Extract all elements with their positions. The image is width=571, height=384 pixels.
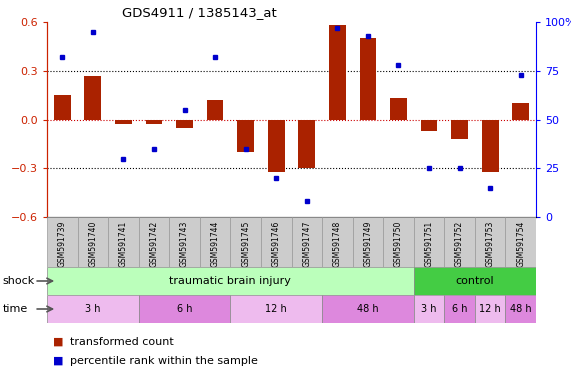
- Text: time: time: [3, 304, 28, 314]
- Bar: [139, 217, 169, 267]
- Text: 6 h: 6 h: [452, 304, 467, 314]
- Text: GSM591744: GSM591744: [211, 221, 220, 267]
- Bar: [230, 295, 322, 323]
- Bar: [444, 295, 475, 323]
- Text: traumatic brain injury: traumatic brain injury: [170, 276, 291, 286]
- Bar: [47, 295, 139, 323]
- Bar: [322, 217, 353, 267]
- Bar: [78, 217, 108, 267]
- Bar: [176, 119, 193, 127]
- Text: shock: shock: [3, 276, 35, 286]
- Text: GSM591745: GSM591745: [241, 221, 250, 267]
- Text: 3 h: 3 h: [85, 304, 100, 314]
- Bar: [505, 217, 536, 267]
- Text: 48 h: 48 h: [357, 304, 379, 314]
- Bar: [169, 217, 200, 267]
- Text: GSM591754: GSM591754: [516, 221, 525, 267]
- Text: 12 h: 12 h: [266, 304, 287, 314]
- Bar: [414, 295, 444, 323]
- Bar: [421, 119, 437, 131]
- Text: 12 h: 12 h: [479, 304, 501, 314]
- Text: 48 h: 48 h: [510, 304, 532, 314]
- Bar: [451, 119, 468, 139]
- Bar: [505, 295, 536, 323]
- Text: GSM591743: GSM591743: [180, 221, 189, 267]
- Text: GSM591748: GSM591748: [333, 221, 342, 267]
- Bar: [230, 217, 261, 267]
- Text: percentile rank within the sample: percentile rank within the sample: [70, 356, 258, 366]
- Bar: [268, 119, 284, 172]
- Bar: [322, 295, 414, 323]
- Text: GSM591739: GSM591739: [58, 221, 67, 267]
- Text: GSM591750: GSM591750: [394, 221, 403, 267]
- Bar: [414, 217, 444, 267]
- Bar: [353, 217, 383, 267]
- Bar: [47, 217, 78, 267]
- Text: GSM591747: GSM591747: [302, 221, 311, 267]
- Bar: [47, 267, 414, 295]
- Bar: [475, 217, 505, 267]
- Bar: [292, 217, 322, 267]
- Bar: [261, 217, 292, 267]
- Text: GSM591742: GSM591742: [150, 221, 159, 267]
- Bar: [512, 103, 529, 119]
- Bar: [414, 267, 536, 295]
- Bar: [108, 217, 139, 267]
- Text: ■: ■: [53, 337, 63, 347]
- Bar: [360, 38, 376, 119]
- Bar: [200, 217, 230, 267]
- Text: GSM591749: GSM591749: [363, 221, 372, 267]
- Text: GSM591751: GSM591751: [424, 221, 433, 267]
- Bar: [444, 217, 475, 267]
- Bar: [146, 119, 162, 124]
- Bar: [390, 98, 407, 119]
- Text: ■: ■: [53, 356, 63, 366]
- Text: GSM591752: GSM591752: [455, 221, 464, 267]
- Text: GSM591741: GSM591741: [119, 221, 128, 267]
- Text: control: control: [456, 276, 494, 286]
- Bar: [475, 295, 505, 323]
- Text: GSM591740: GSM591740: [89, 221, 97, 267]
- Bar: [383, 217, 414, 267]
- Bar: [329, 25, 346, 119]
- Text: GSM591746: GSM591746: [272, 221, 281, 267]
- Bar: [115, 119, 132, 124]
- Text: 3 h: 3 h: [421, 304, 437, 314]
- Bar: [54, 95, 71, 119]
- Bar: [139, 295, 230, 323]
- Text: transformed count: transformed count: [70, 337, 174, 347]
- Bar: [85, 76, 101, 119]
- Bar: [482, 119, 498, 172]
- Bar: [238, 119, 254, 152]
- Bar: [299, 119, 315, 168]
- Text: GSM591753: GSM591753: [486, 221, 494, 267]
- Text: 6 h: 6 h: [177, 304, 192, 314]
- Bar: [207, 100, 223, 119]
- Text: GDS4911 / 1385143_at: GDS4911 / 1385143_at: [122, 6, 278, 19]
